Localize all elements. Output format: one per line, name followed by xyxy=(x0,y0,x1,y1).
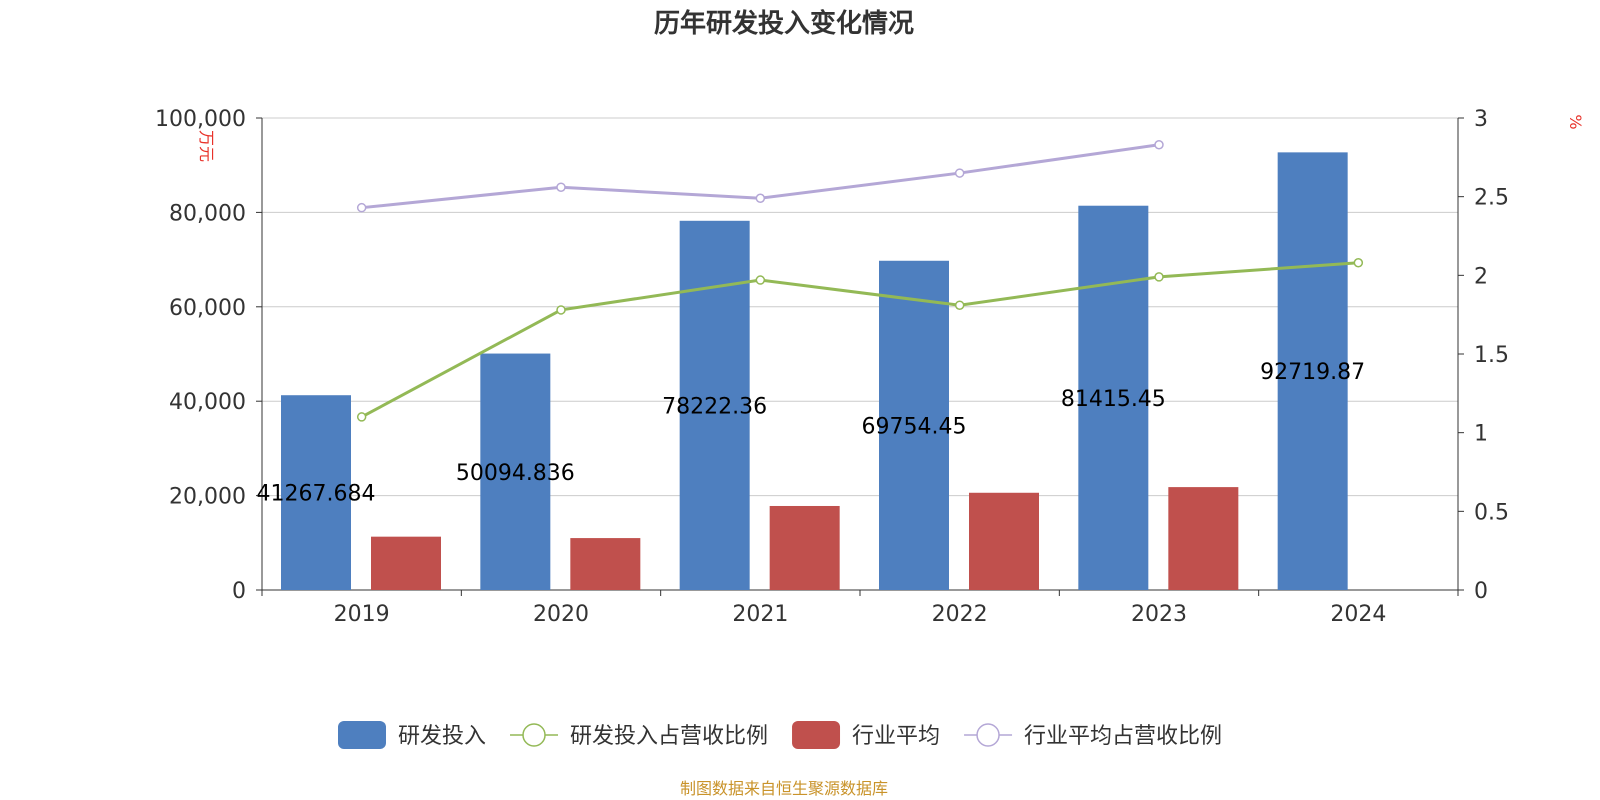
line-series xyxy=(356,139,1364,422)
line-point xyxy=(755,193,766,203)
bar-industry-average xyxy=(969,492,1039,590)
x-tick-label: 2019 xyxy=(334,602,390,627)
left-tick-label: 80,000 xyxy=(169,201,246,226)
data-label: 50094.836 xyxy=(456,461,575,486)
right-tick-label: 1 xyxy=(1474,422,1488,447)
x-axis: 2019 2020 2021 2022 2023 2024 xyxy=(261,590,1459,627)
legend-marker-1 xyxy=(522,723,546,747)
line-point xyxy=(356,202,367,213)
data-labels: 41267.684 50094.836 78222.36 69754.45 81415.… xyxy=(257,360,1366,506)
line-point xyxy=(755,275,766,285)
right-tick-label: 0.5 xyxy=(1474,500,1509,525)
x-tick-label: 2022 xyxy=(932,602,988,627)
right-axis-unit: % xyxy=(1566,114,1585,129)
right-tick-label: 2 xyxy=(1474,264,1488,289)
bar-industry-average xyxy=(570,538,641,590)
data-label: 92719.87 xyxy=(1260,360,1365,385)
legend: 研发投入 研发投入占营收比例 行业平均 行业平均占营收比例 xyxy=(338,721,1222,749)
line-point xyxy=(1154,139,1164,150)
legend-marker-3 xyxy=(976,723,1000,747)
right-tick-label: 3 xyxy=(1474,107,1488,132)
line-point xyxy=(556,305,566,315)
legend-label-2: 行业平均 xyxy=(852,724,940,749)
legend-label-1: 研发投入占营收比例 xyxy=(570,724,768,749)
bar-rd-investment xyxy=(281,395,351,590)
left-axis: 0 20,000 40,000 60,000 80,000 100,000 xyxy=(155,107,263,604)
bar-industry-average xyxy=(1168,487,1239,590)
data-label: 81415.45 xyxy=(1061,387,1166,412)
left-tick-label: 40,000 xyxy=(169,390,246,415)
bar-industry-average xyxy=(371,536,441,590)
data-label: 41267.684 xyxy=(257,482,376,507)
bar-rd-investment xyxy=(480,353,551,590)
legend-label-0: 研发投入 xyxy=(398,724,486,749)
legend-swatch-2 xyxy=(792,721,841,749)
left-tick-label: 20,000 xyxy=(169,485,246,510)
legend-swatch-0 xyxy=(338,721,386,749)
bar-series xyxy=(281,152,1348,591)
line-series-1 xyxy=(360,261,1359,419)
legend-label-3: 行业平均占营收比例 xyxy=(1024,724,1222,749)
data-label: 78222.36 xyxy=(662,394,767,419)
line-point xyxy=(356,412,367,422)
left-axis-unit: 万元 xyxy=(197,130,216,162)
left-tick-label: 60,000 xyxy=(169,296,246,321)
bar-rd-investment xyxy=(1277,152,1348,590)
line-point xyxy=(1353,257,1364,268)
data-label: 69754.45 xyxy=(862,414,967,439)
bar-industry-average xyxy=(769,505,840,590)
line-point xyxy=(954,168,965,178)
line-point xyxy=(1154,272,1164,282)
x-tick-label: 2020 xyxy=(533,602,589,627)
x-tick-label: 2024 xyxy=(1330,602,1386,627)
left-tick-label: 100,000 xyxy=(155,107,246,132)
source-note: 制图数据来自恒生聚源数据库 xyxy=(680,779,888,798)
line-point xyxy=(556,182,566,192)
x-tick-label: 2023 xyxy=(1131,602,1187,627)
left-tick-label: 0 xyxy=(232,579,246,604)
line-point xyxy=(954,300,965,310)
right-tick-label: 0 xyxy=(1474,579,1488,604)
x-tick-label: 2021 xyxy=(732,602,788,627)
chart-title: 历年研发投入变化情况 xyxy=(654,8,914,39)
bar-rd-investment xyxy=(1078,205,1149,591)
right-tick-label: 2.5 xyxy=(1474,186,1509,211)
right-axis: 0 0.5 1 1.5 2 2.5 3 xyxy=(1457,107,1509,604)
right-tick-label: 1.5 xyxy=(1474,343,1509,368)
bar-rd-investment xyxy=(879,260,949,590)
